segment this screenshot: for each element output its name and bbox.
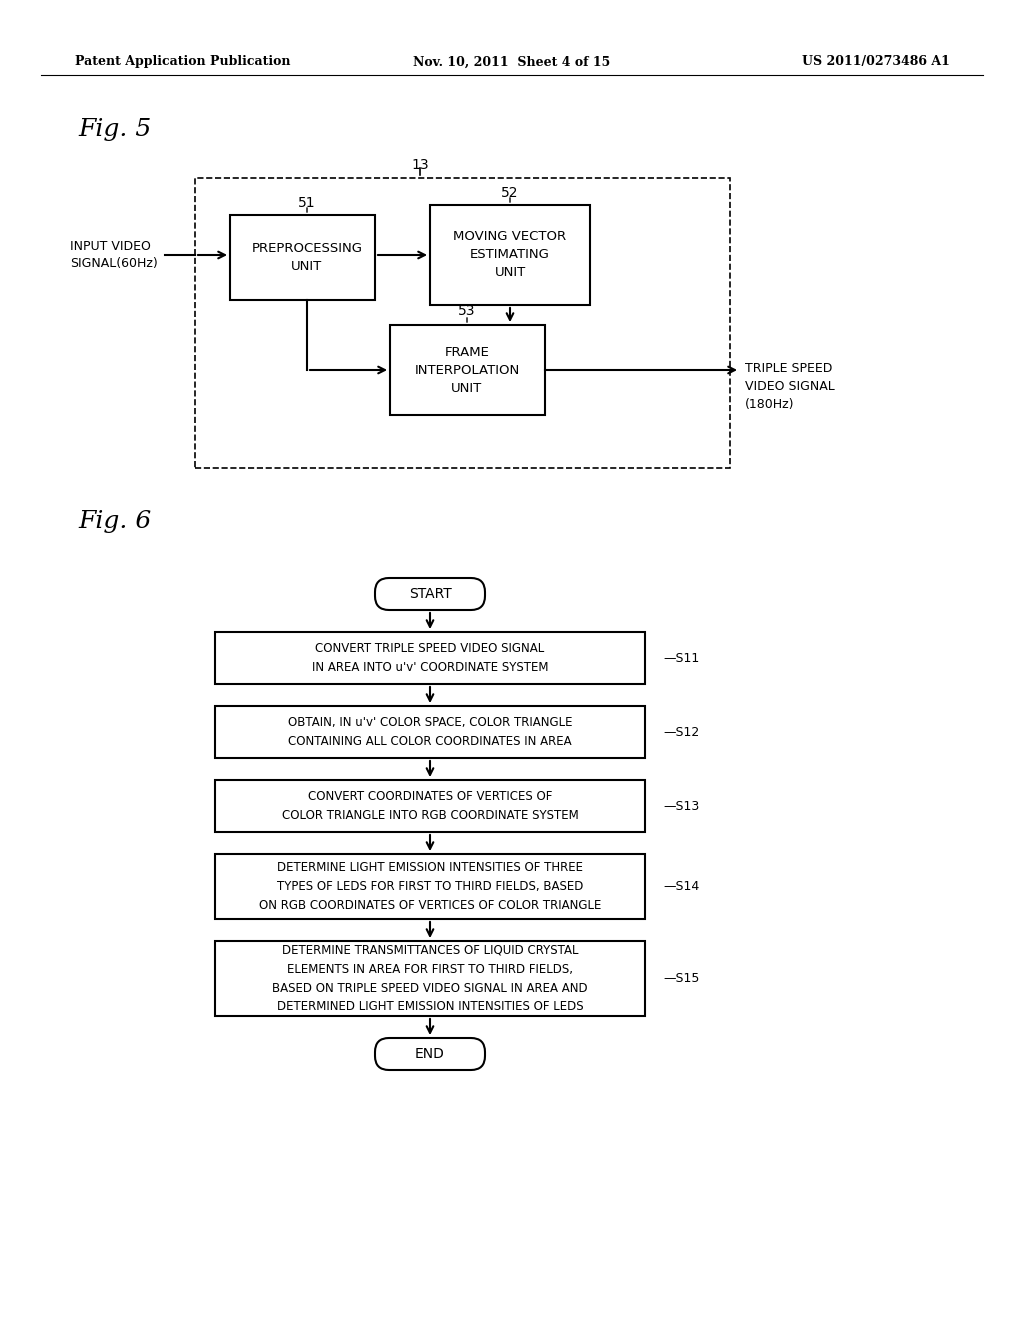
Text: 13: 13 — [412, 158, 429, 172]
Text: —S13: —S13 — [663, 800, 699, 813]
Text: —S14: —S14 — [663, 880, 699, 894]
Text: CONVERT COORDINATES OF VERTICES OF
COLOR TRIANGLE INTO RGB COORDINATE SYSTEM: CONVERT COORDINATES OF VERTICES OF COLOR… — [282, 789, 579, 822]
Text: Fig. 6: Fig. 6 — [78, 510, 152, 533]
Bar — [215, 780, 645, 832]
Bar — [430, 205, 590, 305]
Text: OBTAIN, IN u'v' COLOR SPACE, COLOR TRIANGLE
CONTAINING ALL COLOR COORDINATES IN : OBTAIN, IN u'v' COLOR SPACE, COLOR TRIAN… — [288, 715, 572, 748]
FancyBboxPatch shape — [375, 578, 485, 610]
Text: INPUT VIDEO
SIGNAL(60Hz): INPUT VIDEO SIGNAL(60Hz) — [70, 239, 158, 271]
Bar — [215, 854, 645, 919]
Text: Nov. 10, 2011  Sheet 4 of 15: Nov. 10, 2011 Sheet 4 of 15 — [414, 55, 610, 69]
Text: START: START — [409, 587, 452, 601]
Bar — [390, 325, 545, 414]
Bar — [215, 632, 645, 684]
Text: US 2011/0273486 A1: US 2011/0273486 A1 — [802, 55, 950, 69]
Text: —S15: —S15 — [663, 972, 699, 985]
Text: CONVERT TRIPLE SPEED VIDEO SIGNAL
IN AREA INTO u'v' COORDINATE SYSTEM: CONVERT TRIPLE SPEED VIDEO SIGNAL IN ARE… — [311, 642, 548, 675]
Text: PREPROCESSING
UNIT: PREPROCESSING UNIT — [252, 242, 362, 273]
Bar — [215, 706, 645, 758]
FancyBboxPatch shape — [375, 1038, 485, 1071]
Text: —S11: —S11 — [663, 652, 699, 664]
Text: TRIPLE SPEED
VIDEO SIGNAL
(180Hz): TRIPLE SPEED VIDEO SIGNAL (180Hz) — [745, 362, 835, 411]
Text: DETERMINE TRANSMITTANCES OF LIQUID CRYSTAL
ELEMENTS IN AREA FOR FIRST TO THIRD F: DETERMINE TRANSMITTANCES OF LIQUID CRYST… — [272, 944, 588, 1014]
Bar — [230, 215, 375, 300]
Bar — [215, 941, 645, 1016]
Text: Fig. 5: Fig. 5 — [78, 117, 152, 141]
Text: 51: 51 — [298, 195, 315, 210]
Bar — [195, 178, 730, 469]
Text: END: END — [415, 1047, 445, 1061]
Text: 53: 53 — [459, 304, 476, 318]
Text: —S12: —S12 — [663, 726, 699, 738]
Text: Patent Application Publication: Patent Application Publication — [75, 55, 291, 69]
Text: FRAME
INTERPOLATION
UNIT: FRAME INTERPOLATION UNIT — [415, 346, 519, 395]
Text: DETERMINE LIGHT EMISSION INTENSITIES OF THREE
TYPES OF LEDS FOR FIRST TO THIRD F: DETERMINE LIGHT EMISSION INTENSITIES OF … — [259, 861, 601, 912]
Text: 52: 52 — [502, 186, 519, 201]
Text: MOVING VECTOR
ESTIMATING
UNIT: MOVING VECTOR ESTIMATING UNIT — [454, 231, 566, 280]
